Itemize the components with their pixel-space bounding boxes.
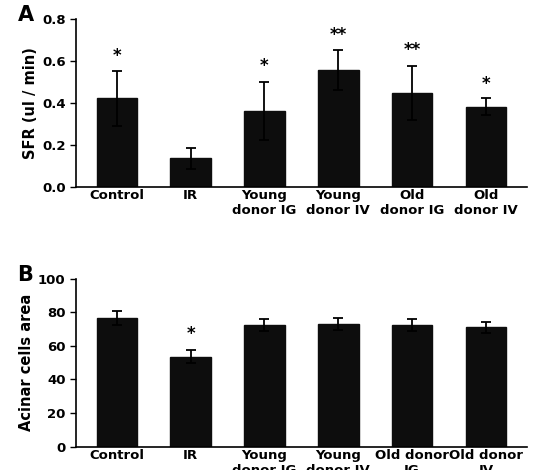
Text: **: ** bbox=[403, 41, 421, 60]
Bar bbox=[171, 357, 211, 446]
Y-axis label: SFR (ul / min): SFR (ul / min) bbox=[23, 47, 38, 158]
Text: *: * bbox=[112, 47, 121, 65]
Text: *: * bbox=[260, 57, 269, 75]
Text: A: A bbox=[17, 5, 34, 25]
Bar bbox=[465, 107, 506, 187]
Bar bbox=[318, 324, 358, 446]
Bar bbox=[392, 93, 432, 187]
Text: *: * bbox=[186, 325, 195, 344]
Bar bbox=[465, 328, 506, 446]
Text: **: ** bbox=[330, 26, 347, 44]
Bar bbox=[244, 325, 285, 446]
Text: B: B bbox=[17, 266, 33, 285]
Bar bbox=[244, 111, 285, 187]
Bar bbox=[97, 318, 137, 446]
Text: *: * bbox=[482, 75, 490, 93]
Bar bbox=[392, 325, 432, 446]
Bar bbox=[97, 99, 137, 187]
Bar bbox=[171, 158, 211, 187]
Y-axis label: Acinar cells area: Acinar cells area bbox=[19, 294, 34, 431]
Bar bbox=[318, 70, 358, 187]
